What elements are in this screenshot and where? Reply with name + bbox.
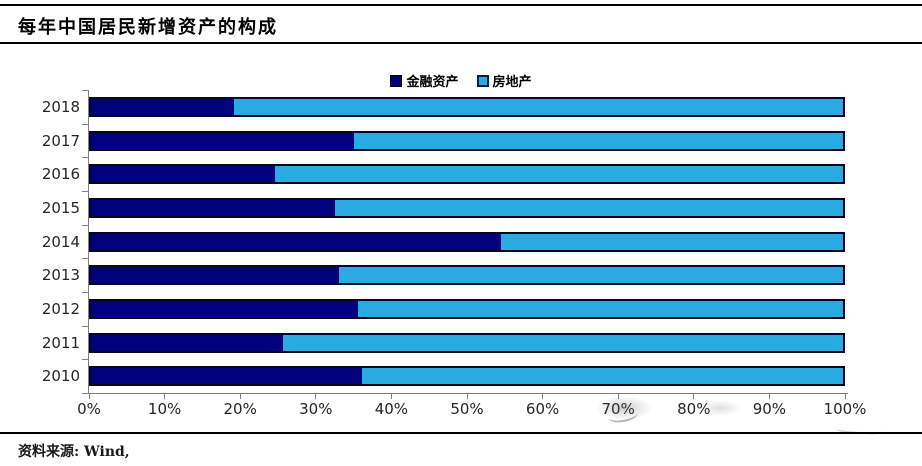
y-axis-label-2010: 2010 [41,367,80,386]
bar-segment-real-estate [233,98,843,115]
y-tick [82,359,88,361]
x-axis-label-40: 40% [374,400,409,418]
bar-segment-real-estate [357,300,843,317]
bar-segment-financial [91,199,336,216]
bar-segment-financial [91,334,283,351]
legend-label-financial: 金融资产 [406,75,459,90]
bar-segment-real-estate [282,334,843,351]
bar-segment-real-estate [500,233,843,250]
y-axis-label-2015: 2015 [41,198,80,217]
y-tick [82,90,88,91]
y-axis-label-2014: 2014 [41,232,80,251]
bar-segment-financial [91,233,501,250]
bar-row-2018 [89,96,845,117]
y-axis-label-2013: 2013 [41,266,80,285]
bar-row-2010 [89,366,845,387]
bar-segment-financial [91,300,358,317]
y-tick [82,224,88,226]
chart-title: 每年中国居民新增资产的构成 [18,17,278,38]
bar-segment-real-estate [275,166,843,183]
y-axis-label-2016: 2016 [41,165,80,184]
bar-segment-financial [91,98,234,115]
x-axis-label-60: 60% [525,400,560,418]
bar-segment-financial [91,132,355,149]
financial-swatch-icon [390,74,403,87]
x-axis-label-100: 100% [823,400,867,418]
bar-row-2014 [89,231,845,252]
x-tick [768,394,770,399]
x-axis-label-70: 70% [601,400,635,418]
y-axis-label-2012: 2012 [41,299,80,318]
bar-row-2017 [89,130,845,151]
y-axis-label-2017: 2017 [41,131,80,150]
x-tick [390,394,392,399]
bar-segment-financial [91,166,276,183]
bar-row-2015 [89,197,845,218]
y-axis-label-2011: 2011 [41,333,80,352]
title-underline-rule [0,42,922,44]
x-axis-label-50: 50% [450,400,484,418]
bar-row-2013 [89,265,845,286]
top-rule [0,4,922,6]
x-tick [164,394,166,399]
x-axis-label-0: 0% [77,400,101,418]
y-tick [82,258,88,260]
bar-segment-financial [91,267,340,284]
bar-segment-real-estate [361,368,843,385]
x-tick [844,394,846,399]
bar-row-2011 [89,332,845,353]
bottom-rule [0,432,922,434]
bar-row-2016 [89,164,845,185]
bar-segment-financial [91,368,362,385]
y-tick [82,292,88,293]
x-axis-label-30: 30% [299,400,333,418]
bar-row-2012 [89,298,845,319]
x-tick [693,394,695,399]
bar-segment-real-estate [335,199,843,216]
legend-label-real-estate: 房地产 [492,75,532,90]
x-axis-label-20: 20% [223,400,257,418]
x-axis-label-10: 10% [147,400,182,418]
y-axis-label-2018: 2018 [41,97,80,116]
x-tick [466,394,468,399]
x-axis-line [83,393,848,394]
bar-segment-real-estate [354,132,843,149]
y-tick [82,157,88,159]
source-note: 资料来源: Wind, [18,444,130,460]
x-tick [88,394,90,399]
real-estate-swatch-icon [476,74,489,87]
y-tick [82,191,88,192]
legend-item-financial: 金融资产 [390,71,459,90]
x-tick [239,394,241,399]
y-tick [82,325,88,327]
x-tick [617,394,619,399]
x-axis-label-80: 80% [677,400,711,418]
y-tick [82,123,88,125]
legend: 金融资产 房地产 [0,71,922,90]
legend-item-real-estate: 房地产 [476,71,532,90]
x-tick [542,394,544,399]
x-tick [315,394,317,399]
y-axis-line [88,90,89,393]
bar-segment-real-estate [339,267,843,284]
x-axis-label-90: 90% [752,400,787,418]
